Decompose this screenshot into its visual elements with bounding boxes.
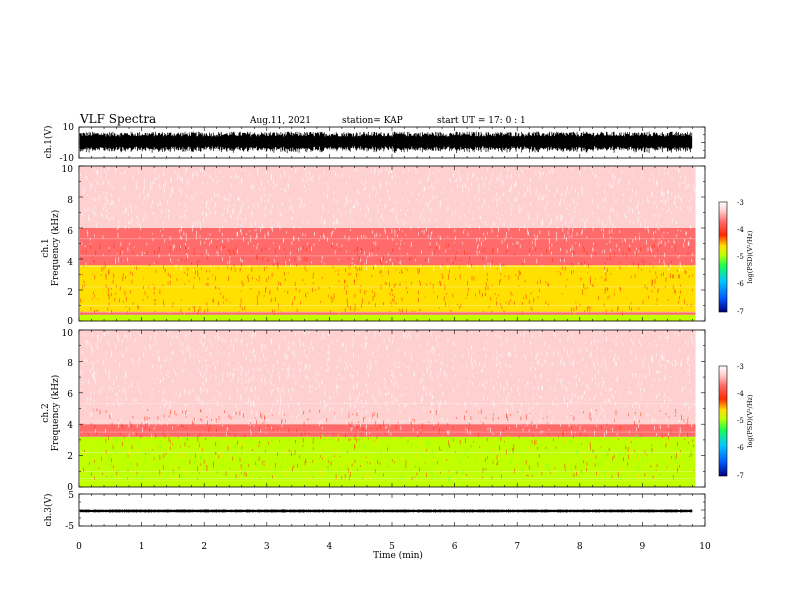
spectrogram-speckle-light	[80, 166, 695, 273]
ch2-spectrogram-ticks	[78, 329, 706, 488]
ch3-waveform-panel: 5 -5 ch.3(V)	[43, 491, 706, 532]
ch2-freq-tick-8: 8	[67, 359, 73, 369]
time-tick-label: 5	[389, 542, 395, 552]
ch3-waveform-trace	[79, 509, 693, 513]
ch2-cb-tick-m7: -7	[737, 472, 744, 480]
spectrogram-band	[80, 228, 696, 266]
ch1-freq-tick-2: 2	[67, 288, 73, 298]
ch2-freq-tick-0: 0	[67, 483, 73, 493]
time-axis-label: Time (min)	[373, 550, 423, 561]
ch3-ytick-bottom: -5	[65, 522, 74, 532]
ch1-spectrogram-ylabel-line1: ch.1	[41, 238, 51, 257]
ch1-freq-tick-8: 8	[67, 196, 73, 206]
time-tick-label: 4	[327, 542, 333, 552]
date-label: Aug.11, 2021	[249, 116, 311, 126]
time-tick-label: 0	[76, 542, 82, 552]
ch1-spectrogram-image	[80, 166, 705, 321]
time-tick-label: 7	[514, 542, 520, 552]
ch1-ytick-bottom: -10	[60, 154, 75, 164]
ch2-spectrogram-ylabel-line2: Frequency (kHz)	[50, 375, 61, 452]
time-axis-tick-labels: 0 1 2 3 4 5 6 7 8 9 10	[76, 542, 711, 552]
ch2-colorbar-label: log(PSD)(V²/Hz)	[746, 394, 754, 447]
ch2-freq-tick-2: 2	[67, 452, 73, 462]
ch3-waveform-ylabel: ch.3(V)	[43, 494, 54, 527]
spectrogram-blank	[695, 330, 705, 487]
ch2-colorbar	[718, 365, 728, 477]
ch1-cb-tick-m5: -5	[737, 253, 744, 261]
ch2-cb-tick-m6: -6	[737, 444, 744, 452]
spectrogram-speckle-red	[80, 243, 694, 316]
time-tick-label: 6	[452, 542, 458, 552]
ch2-freq-tick-4: 4	[67, 421, 73, 431]
time-tick-label: 3	[264, 542, 270, 552]
spectrogram-band	[80, 330, 696, 425]
ch1-spectrogram-ticks	[78, 165, 706, 322]
spectrogram-band	[80, 166, 696, 228]
ch1-ytick-top: 10	[63, 123, 75, 133]
ch3-waveform-ticks	[78, 493, 706, 527]
ch1-colorbar	[718, 201, 728, 313]
ch3-waveform-path	[79, 509, 693, 513]
ch1-waveform-path	[79, 131, 693, 154]
ch1-cb-tick-m3: -3	[737, 199, 744, 207]
ch1-cb-tick-m4: -4	[737, 226, 744, 234]
ch2-cb-tick-m4: -4	[737, 390, 744, 398]
time-tick-label: 9	[640, 542, 646, 552]
spectrogram-speckle-green	[92, 434, 687, 482]
time-tick-label: 2	[201, 542, 207, 552]
ch1-waveform-trace	[79, 131, 693, 154]
time-tick-label: 10	[699, 542, 711, 552]
ch1-freq-tick-0: 0	[67, 317, 73, 327]
ch1-freq-tick-10: 10	[62, 165, 74, 175]
spectrogram-band	[80, 265, 696, 312]
spectrogram-blank	[695, 166, 705, 321]
spectrogram-band	[80, 314, 696, 321]
ch1-freq-tick-4: 4	[67, 258, 73, 268]
ch2-spectrogram-ylabel-line1: ch.2	[41, 403, 51, 422]
spectrogram-speckle-light	[79, 330, 695, 439]
time-tick-label: 8	[577, 542, 583, 552]
ch1-waveform-ticks	[78, 126, 706, 159]
ch2-spectrogram-panel: 0 2 4 6 8 10 ch.2 Frequency (kHz) -3 -4 …	[41, 329, 754, 493]
ch2-cb-tick-m5: -5	[737, 417, 744, 425]
spectrogram-band	[80, 424, 696, 437]
spectrogram-speckle-yellow	[82, 268, 693, 317]
station-label: station= KAP	[342, 116, 403, 126]
ch1-colorbar-label: log(PSD)(V²/Hz)	[746, 230, 754, 283]
spectrogram-band	[80, 311, 696, 315]
ch2-freq-tick-10: 10	[62, 329, 74, 339]
ch2-freq-tick-6: 6	[67, 390, 73, 400]
ch1-waveform-ylabel: ch.1(V)	[43, 126, 54, 159]
ch1-waveform-panel: 10 -10 ch.1(V)	[43, 123, 706, 164]
spectrogram-band	[80, 480, 696, 487]
spectrogram-band	[80, 436, 696, 481]
figure-title: VLF Spectra	[79, 112, 156, 126]
start-ut-label: start UT = 17: 0 : 1	[437, 116, 526, 126]
ch1-spectrogram-panel: 0 2 4 6 8 10 ch.1 Frequency (kHz) -3 -4 …	[41, 165, 754, 327]
ch2-cb-tick-m3: -3	[737, 363, 744, 371]
ch1-cb-tick-m6: -6	[737, 280, 744, 288]
ch1-freq-tick-6: 6	[67, 227, 73, 237]
ch1-spectrogram-ylabel-line2: Frequency (kHz)	[50, 210, 61, 287]
ch1-cb-tick-m7: -7	[737, 308, 744, 316]
ch2-spectrogram-image	[79, 330, 705, 487]
time-tick-label: 1	[139, 542, 145, 552]
ch3-ytick-top: 5	[68, 491, 74, 501]
